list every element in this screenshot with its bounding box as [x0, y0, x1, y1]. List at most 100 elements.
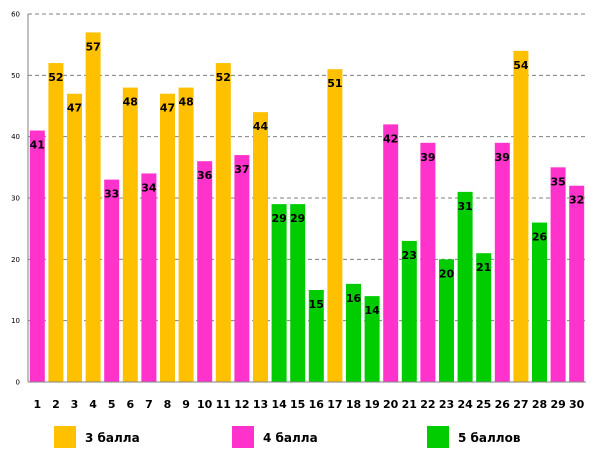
y-tick-label: 0: [16, 379, 20, 387]
bar-value-label: 29: [290, 212, 305, 225]
bar-value-label: 47: [67, 102, 82, 115]
bar-19: [364, 296, 380, 382]
legend-swatch: [54, 426, 76, 448]
x-tick-label: 14: [271, 398, 287, 411]
bar-9: [178, 87, 194, 382]
x-tick-label: 6: [126, 398, 134, 411]
bar-value-label: 20: [439, 267, 455, 280]
x-tick-label: 12: [234, 398, 249, 411]
x-tick-label: 22: [420, 398, 435, 411]
x-tick-label: 10: [197, 398, 213, 411]
bar-value-label: 35: [550, 175, 565, 188]
bar-value-label: 15: [309, 298, 324, 311]
bar-value-label: 44: [253, 120, 269, 133]
legend: 3 балла 4 балла 5 баллов: [54, 426, 521, 448]
bar-30: [569, 185, 585, 382]
x-tick-label: 2: [52, 398, 60, 411]
bar-value-label: 32: [569, 194, 584, 207]
bar-value-label: 14: [364, 304, 380, 317]
x-tick-label: 11: [216, 398, 231, 411]
x-tick-label: 16: [309, 398, 325, 411]
x-tick-label: 19: [364, 398, 379, 411]
bar-value-label: 34: [141, 181, 157, 194]
bar-value-label: 41: [30, 139, 45, 152]
bars: [29, 32, 585, 383]
x-tick-label: 13: [253, 398, 268, 411]
bar-17: [327, 69, 343, 382]
bar-27: [513, 50, 529, 383]
x-tick-label: 7: [145, 398, 153, 411]
x-tick-label: 21: [402, 398, 417, 411]
legend-label: 5 баллов: [458, 431, 521, 445]
gridlines: [28, 13, 586, 322]
x-tick-label: 28: [532, 398, 547, 411]
x-tick-label: 30: [569, 398, 585, 411]
bar-value-label: 54: [513, 59, 529, 72]
x-tick-label: 23: [439, 398, 454, 411]
bar-21: [401, 240, 417, 382]
bar-4: [85, 32, 101, 383]
x-tick-label: 4: [89, 398, 97, 411]
x-tick-label: 26: [495, 398, 511, 411]
x-tick-label: 27: [513, 398, 528, 411]
bar-10: [197, 161, 213, 382]
bar-14: [271, 204, 287, 382]
x-tick-label: 25: [476, 398, 491, 411]
bar-18: [346, 283, 361, 382]
x-tick-label: 24: [457, 398, 473, 411]
bar-value-label: 26: [532, 231, 548, 244]
bar-value-label: 29: [271, 212, 286, 225]
bar-value-label: 31: [457, 200, 472, 213]
bar-value-label: 42: [383, 132, 398, 145]
bar-7: [141, 173, 157, 382]
x-tick-label: 17: [327, 398, 342, 411]
x-tick-label: 9: [182, 398, 190, 411]
bar-26: [494, 142, 510, 382]
bar-value-label: 48: [178, 96, 193, 109]
x-tick-label: 20: [383, 398, 399, 411]
bar-2: [48, 63, 64, 383]
bar-25: [476, 253, 492, 382]
legend-label: 4 балла: [263, 431, 318, 445]
bar-value-label: 57: [85, 40, 100, 53]
bar-29: [550, 167, 566, 382]
bar-3: [67, 93, 82, 382]
x-tick-label: 18: [346, 398, 361, 411]
bar-value-label: 23: [402, 249, 417, 262]
x-tick-label: 5: [108, 398, 116, 411]
bar-value-label: 51: [327, 77, 342, 90]
bar-value-label: 47: [160, 102, 175, 115]
bar-15: [290, 204, 306, 382]
y-tick-label: 30: [11, 195, 20, 203]
y-tick-label: 40: [11, 133, 20, 141]
bar-24: [457, 191, 473, 382]
y-tick-label: 50: [11, 72, 20, 80]
bar-value-label: 39: [495, 151, 510, 164]
bar-6: [122, 87, 138, 382]
x-tick-label: 29: [550, 398, 565, 411]
y-tick-label: 10: [11, 317, 20, 325]
y-tick-label: 20: [11, 256, 20, 264]
y-tick-label: 60: [11, 11, 20, 19]
legend-label: 3 балла: [85, 431, 140, 445]
bar-22: [420, 142, 436, 382]
bar-20: [383, 124, 399, 383]
bar-value-label: 16: [346, 292, 362, 305]
bar-12: [234, 155, 250, 382]
x-tick-label: 8: [164, 398, 172, 411]
bar-value-label: 21: [476, 261, 491, 274]
x-tick-label: 15: [290, 398, 305, 411]
bar-11: [215, 63, 231, 383]
legend-swatch: [427, 426, 449, 448]
bar-value-label: 52: [216, 71, 231, 84]
bar-value-label: 33: [104, 188, 119, 201]
bar-28: [532, 222, 547, 382]
bar-value-label: 48: [123, 96, 138, 109]
bar-23: [439, 259, 454, 382]
bar-1: [29, 130, 45, 382]
x-tick-label: 1: [33, 398, 41, 411]
bar-value-label: 37: [234, 163, 249, 176]
